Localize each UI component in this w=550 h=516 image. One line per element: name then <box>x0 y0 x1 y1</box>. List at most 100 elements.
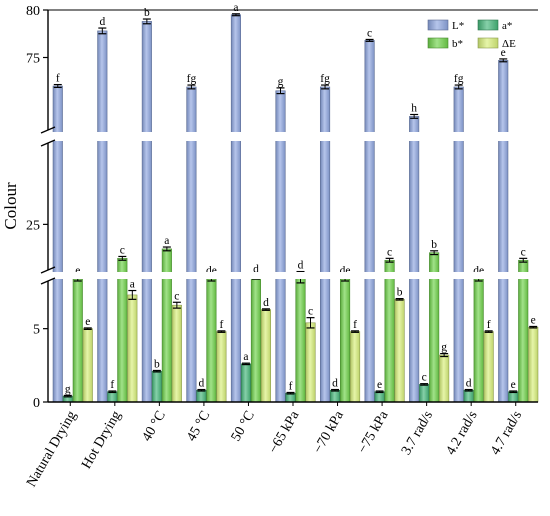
x-tick-label: 3.7 rad/s <box>399 409 436 458</box>
significance-letter: b <box>397 287 403 299</box>
error-bar <box>410 113 419 119</box>
significance-letter: b <box>144 7 150 19</box>
significance-letter: d <box>199 378 205 390</box>
legend-label: ΔE <box>502 38 516 50</box>
error-bars <box>53 13 538 398</box>
bar-groups <box>52 14 539 403</box>
bar-b-4 <box>250 276 261 403</box>
bar-b-0 <box>72 278 83 403</box>
error-bar <box>375 390 384 394</box>
error-bar <box>351 330 360 333</box>
error-bar <box>365 38 374 42</box>
significance-letter: g <box>278 76 284 88</box>
bar-a-1 <box>107 391 118 403</box>
bar-E-8 <box>439 354 450 403</box>
error-bar <box>217 330 226 333</box>
x-tick-label: 50 °C <box>229 409 258 445</box>
bar-E-6 <box>349 331 361 403</box>
bar-b-6 <box>339 278 351 403</box>
significance-letters: fgeedfcabbacfgddefaaddgfdcfgddefcecbhcbg… <box>56 2 536 396</box>
significance-letter: f <box>110 379 114 391</box>
significance-letter: e <box>85 316 90 328</box>
x-tick-label: −65 kPa <box>266 408 303 456</box>
significance-letter: fg <box>187 73 197 85</box>
legend-item: a* <box>477 19 512 32</box>
error-bar <box>162 246 171 252</box>
significance-letter: f <box>487 319 491 331</box>
significance-letter: de <box>473 265 484 277</box>
error-bar <box>286 391 295 395</box>
significance-letter: e <box>531 314 536 326</box>
significance-letter: f <box>219 319 223 331</box>
significance-letter: a <box>233 2 238 14</box>
bar-L-10 <box>498 60 509 403</box>
bar-b-9 <box>473 278 484 403</box>
significance-letter: fg <box>320 73 330 85</box>
legend-label: L* <box>452 20 464 32</box>
significance-letter: d <box>332 378 338 390</box>
significance-letter: e <box>75 265 80 277</box>
significance-letter: c <box>174 290 179 302</box>
x-tick-label: 4.2 rad/s <box>444 409 481 458</box>
significance-letter: d <box>466 378 472 390</box>
error-bar <box>98 27 107 35</box>
legend-swatch <box>427 19 449 31</box>
significance-letter: fg <box>454 73 464 85</box>
error-bar <box>420 383 429 386</box>
bar-E-10 <box>528 326 539 403</box>
significance-letter: d <box>298 260 304 272</box>
bar-a-2 <box>151 370 162 403</box>
significance-letter: b <box>431 239 437 251</box>
significance-letter: g <box>441 342 447 354</box>
bar-E-1 <box>127 294 138 403</box>
error-bar <box>108 390 117 394</box>
significance-letter: h <box>411 103 417 115</box>
error-bar <box>484 330 493 333</box>
significance-letter: g <box>65 383 71 395</box>
axis-break-mark <box>40 126 56 134</box>
y-tick-label: 0 <box>33 396 40 411</box>
axis-break-gap <box>40 272 538 279</box>
significance-letter: c <box>422 372 427 384</box>
error-bar <box>454 84 463 90</box>
significance-letter: d <box>99 16 105 28</box>
significance-letter: f <box>289 380 293 392</box>
y-tick-label: 5 <box>33 323 40 338</box>
legend-label: a* <box>502 20 512 32</box>
bar-group <box>97 30 138 403</box>
significance-letter: f <box>353 319 357 331</box>
bar-group <box>364 40 405 403</box>
axis-break-mark <box>40 139 56 147</box>
significance-letter: e <box>501 47 506 59</box>
legend-swatch <box>477 37 499 49</box>
bar-group <box>498 60 539 403</box>
significance-letter: c <box>367 27 372 39</box>
significance-letter: a <box>243 351 248 363</box>
error-bar <box>63 394 72 398</box>
bar-group <box>141 21 182 403</box>
significance-letter: a <box>164 235 169 247</box>
error-bar <box>509 390 518 394</box>
axis-break-gap <box>40 132 538 141</box>
x-tick-label: −70 kPa <box>311 408 348 456</box>
bar-E-9 <box>483 331 494 403</box>
error-bar <box>395 298 404 301</box>
error-bar <box>231 13 240 17</box>
bar-E-0 <box>82 328 93 403</box>
bar-L-1 <box>97 30 108 403</box>
y-axis-ticks: 0 5 25 75 80 <box>26 4 48 411</box>
error-bar <box>464 388 473 392</box>
bar-E-4 <box>260 309 272 403</box>
error-bar <box>128 289 137 300</box>
legend-swatch <box>477 19 499 31</box>
bar-a-10 <box>508 391 519 403</box>
error-bar <box>83 327 92 330</box>
significance-letter: de <box>340 265 351 277</box>
bar-a-4 <box>240 363 251 403</box>
error-bar <box>53 83 62 89</box>
axis-break-mark <box>40 277 56 285</box>
y-axis-title: Colour <box>1 182 20 230</box>
bar-group <box>409 116 450 403</box>
legend-item: b* <box>427 37 463 50</box>
legend-item: ΔE <box>477 37 516 50</box>
